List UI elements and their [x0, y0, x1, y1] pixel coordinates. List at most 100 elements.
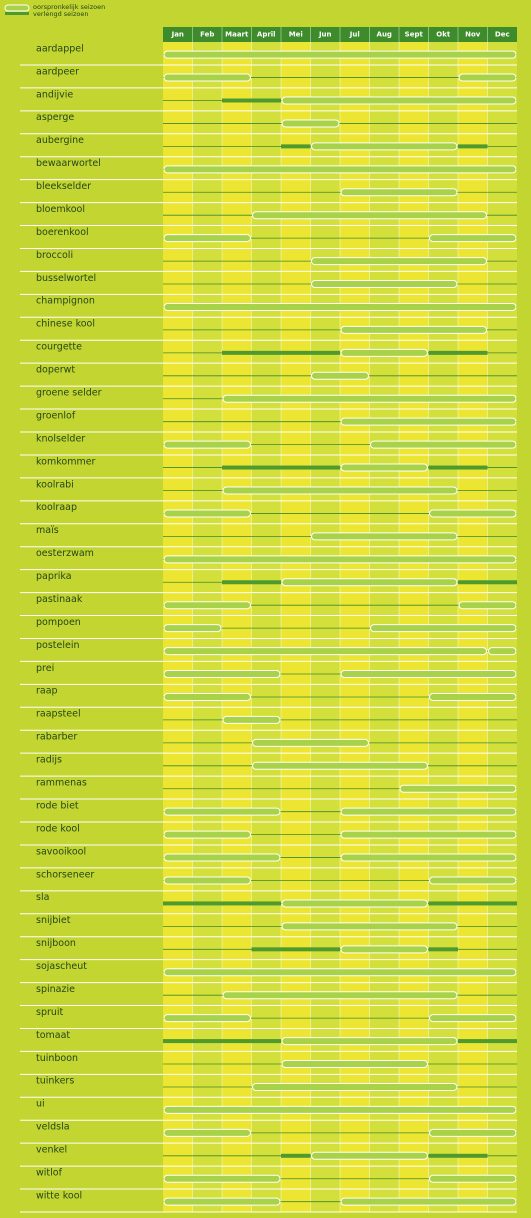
original-season	[429, 692, 517, 701]
extended-season	[163, 1039, 281, 1044]
original-season	[222, 991, 458, 1000]
vegetable-name: rammenas	[36, 778, 87, 789]
original-season	[252, 738, 369, 747]
extended-season	[222, 98, 281, 103]
original-season	[370, 440, 517, 449]
original-season	[311, 142, 458, 151]
vegetable-name: witlof	[36, 1168, 63, 1179]
original-season	[163, 853, 281, 862]
vegetable-name: witte kool	[36, 1190, 82, 1201]
original-season	[340, 670, 517, 679]
month-label: Sept	[405, 31, 424, 39]
vegetable-name: andijvie	[36, 89, 73, 100]
original-season	[281, 96, 517, 105]
original-season	[340, 417, 517, 426]
extended-season	[458, 144, 488, 149]
vegetable-name: courgette	[36, 342, 82, 353]
original-season	[222, 715, 281, 724]
vegetable-name: tuinboon	[36, 1053, 78, 1064]
original-season	[340, 348, 428, 357]
month-label: Maart	[225, 31, 249, 39]
vegetable-name: venkel	[36, 1145, 67, 1156]
original-season	[163, 555, 517, 564]
original-season	[281, 922, 458, 931]
original-season	[429, 1128, 517, 1137]
original-season	[311, 371, 369, 380]
legend-label: oorspronkelijk seizoen	[33, 3, 105, 11]
month-label: April	[257, 31, 276, 39]
vegetable-name: bewaarwortel	[36, 158, 101, 169]
vegetable-name: raap	[36, 686, 58, 697]
vegetable-name: komkommer	[36, 456, 96, 467]
month-label: Dec	[495, 31, 510, 39]
extended-season	[281, 144, 311, 149]
original-season	[429, 876, 517, 885]
vegetable-name: koolrabi	[36, 479, 74, 490]
original-season	[163, 440, 251, 449]
vegetable-name: broccoli	[36, 250, 73, 261]
extended-season	[281, 1153, 311, 1158]
original-season	[163, 234, 251, 243]
legend-label: verlengd seizoen	[33, 10, 88, 18]
original-season	[252, 1082, 458, 1091]
month-column	[340, 42, 370, 1212]
month-label: Aug	[377, 31, 392, 39]
vegetable-name: rabarber	[36, 732, 77, 743]
original-season	[163, 876, 251, 885]
extended-season	[222, 580, 281, 585]
original-season	[222, 486, 458, 495]
original-season	[163, 50, 517, 59]
vegetable-name: aardpeer	[36, 66, 79, 77]
vegetable-name: postelein	[36, 640, 80, 651]
original-season	[429, 1174, 517, 1183]
original-season	[340, 463, 428, 472]
original-season	[340, 945, 428, 954]
original-season	[163, 302, 517, 311]
vegetable-name: groene selder	[36, 388, 102, 399]
month-column	[310, 42, 340, 1212]
original-season	[163, 670, 281, 679]
original-season	[163, 1014, 251, 1023]
vegetable-name: asperge	[36, 112, 74, 123]
vegetable-name: koolraap	[36, 502, 77, 513]
vegetable-name: chinese kool	[36, 319, 95, 330]
vegetable-name: raapsteel	[36, 709, 81, 720]
vegetable-name: savooikool	[36, 846, 86, 857]
vegetable-name: pastinaak	[36, 594, 83, 605]
month-label: Jun	[318, 31, 332, 39]
original-season	[340, 807, 517, 816]
legend-swatch-extended	[5, 12, 29, 15]
month-label: Jul	[349, 31, 360, 39]
vegetable-name: tuinkers	[36, 1076, 74, 1087]
vegetable-name: aubergine	[36, 135, 84, 146]
month-label: Okt	[436, 31, 451, 39]
vegetable-name: tomaat	[36, 1030, 70, 1041]
original-season	[340, 1197, 517, 1206]
original-season	[252, 211, 487, 220]
original-season	[370, 624, 517, 633]
original-season	[163, 509, 251, 518]
original-season	[163, 830, 251, 839]
legend-swatch-original	[4, 4, 30, 12]
extended-season	[428, 1153, 488, 1158]
vegetable-name: oesterzwam	[36, 548, 94, 559]
vegetable-name: groenlof	[36, 410, 76, 421]
month-column	[222, 42, 252, 1212]
vegetable-name: champignon	[36, 296, 95, 307]
original-season	[399, 784, 517, 793]
month-label: Feb	[200, 31, 214, 39]
original-season	[163, 807, 281, 816]
original-season	[281, 578, 458, 587]
original-season	[311, 280, 458, 289]
extended-season	[222, 350, 340, 355]
original-season	[340, 188, 458, 197]
original-season	[458, 601, 517, 610]
vegetable-name: rode kool	[36, 823, 80, 834]
original-season	[163, 165, 517, 174]
month-column	[251, 42, 281, 1212]
vegetable-name: snijboon	[36, 938, 76, 949]
original-season	[163, 968, 517, 977]
original-season	[340, 325, 487, 334]
vegetable-name: sojascheut	[36, 961, 87, 972]
vegetable-name: radijs	[36, 755, 62, 766]
